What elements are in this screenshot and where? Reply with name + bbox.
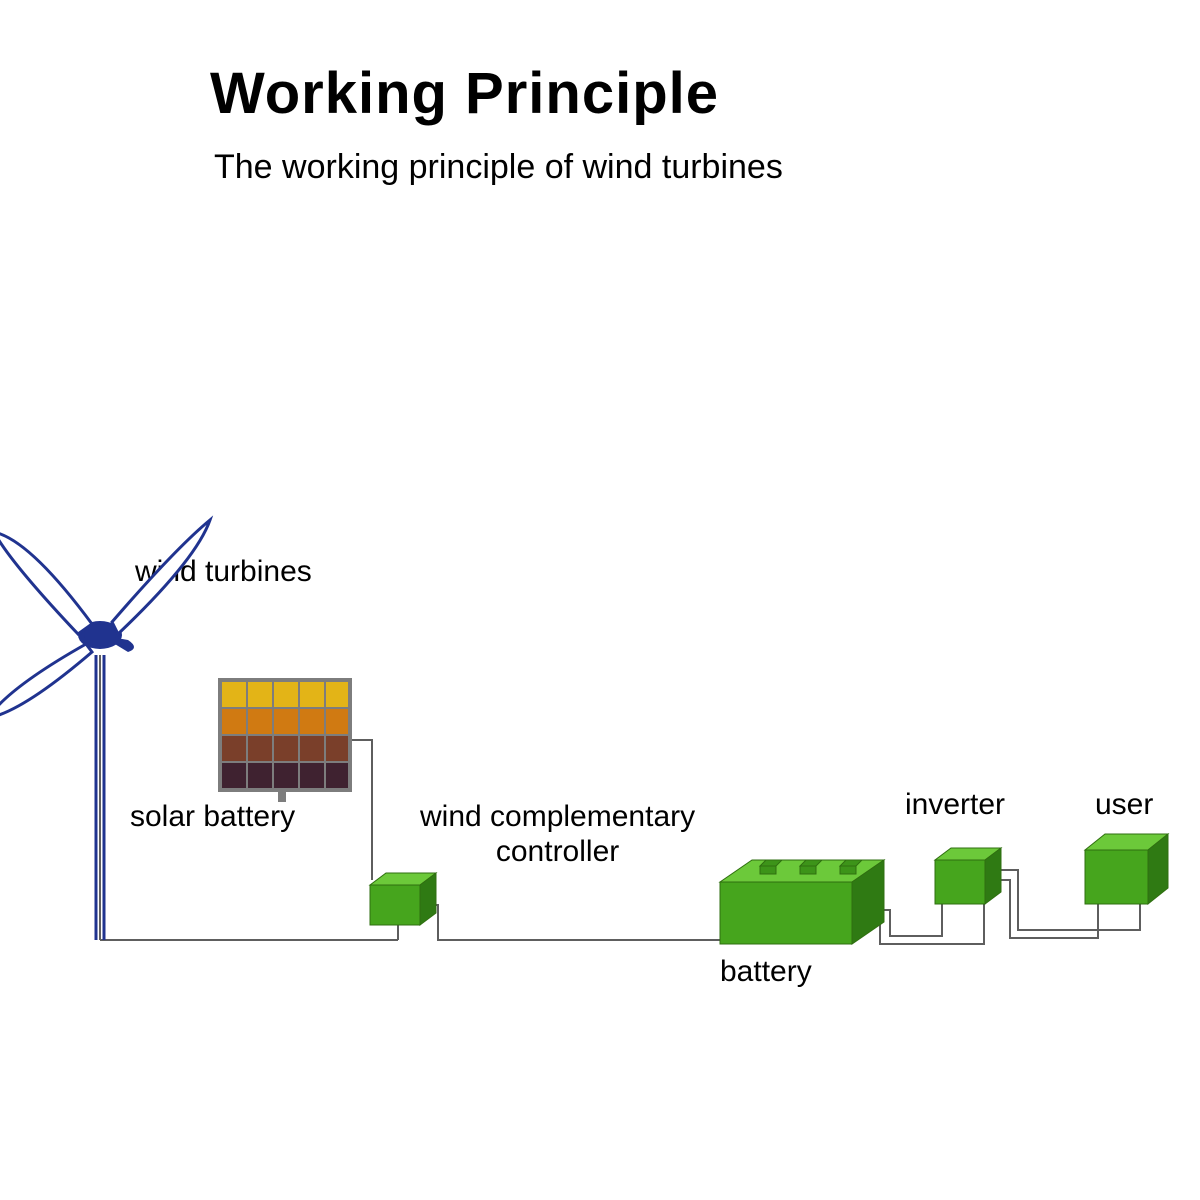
controller-box-icon (370, 873, 436, 925)
diagram-canvas (0, 0, 1200, 1200)
user-box-icon (1085, 834, 1168, 904)
wind-turbine-icon (0, 520, 210, 940)
solar-panel-icon (218, 678, 352, 802)
inverter-box-icon (935, 848, 1001, 904)
battery-box-icon (720, 860, 884, 944)
diagram-stage: { "title": "Working Principle", "subtitl… (0, 0, 1200, 1200)
